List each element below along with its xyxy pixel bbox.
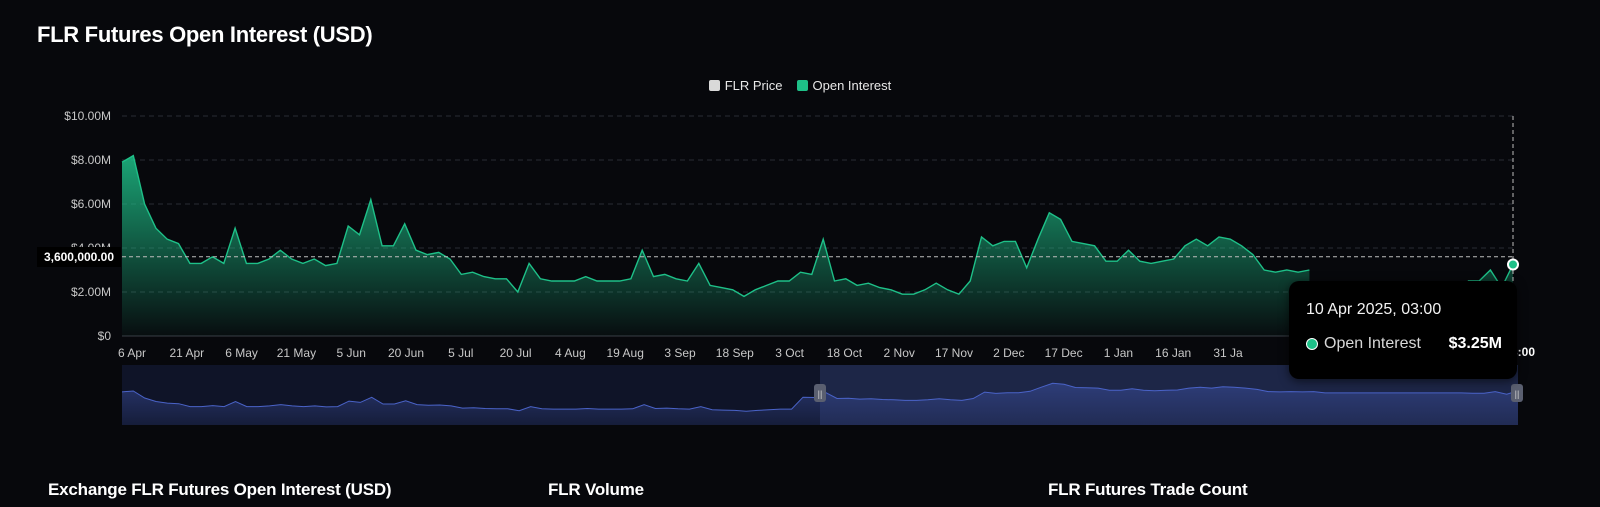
x-tick-label: 2 Nov bbox=[884, 346, 915, 360]
x-tick-label: 18 Oct bbox=[827, 346, 863, 360]
x-tick-label: 16 Jan bbox=[1155, 346, 1191, 360]
section-title-volume: FLR Volume bbox=[548, 480, 644, 499]
crosshair-y-label: 3,600,000.00 bbox=[44, 250, 114, 264]
section-title-exchange-oi: Exchange FLR Futures Open Interest (USD) bbox=[48, 480, 392, 499]
legend-swatch-price bbox=[708, 80, 720, 91]
y-axis: $0$2.00M$4.00M$6.00M$8.00M$10.00M bbox=[64, 109, 111, 343]
x-tick-label: 5 Jun bbox=[337, 346, 366, 360]
chart-title: FLR Futures Open Interest (USD) bbox=[37, 22, 373, 47]
x-tick-label: 5 Jul bbox=[448, 346, 473, 360]
y-tick-label: $6.00M bbox=[71, 197, 111, 211]
tooltip-series-dot bbox=[1306, 338, 1318, 350]
x-tick-label: 3 Oct bbox=[775, 346, 804, 360]
legend: FLR Price Open Interest bbox=[0, 78, 1600, 93]
legend-item-open-interest[interactable]: Open Interest bbox=[796, 78, 892, 93]
x-tick-label: 18 Sep bbox=[716, 346, 754, 360]
x-tick-label: 20 Jul bbox=[500, 346, 532, 360]
y-tick-label: $0 bbox=[98, 329, 112, 343]
navigator-handle-left[interactable] bbox=[814, 384, 826, 402]
legend-label-price: FLR Price bbox=[724, 78, 783, 93]
y-tick-label: $8.00M bbox=[71, 153, 111, 167]
x-tick-label: 17 Nov bbox=[935, 346, 973, 360]
x-tick-label: 6 Apr bbox=[118, 346, 146, 360]
tooltip-value: $3.25M bbox=[1448, 335, 1502, 352]
x-tick-label: 17 Dec bbox=[1045, 346, 1083, 360]
tooltip-date: 10 Apr 2025, 03:00 bbox=[1306, 301, 1442, 318]
x-tick-label: 6 May bbox=[225, 346, 258, 360]
x-tick-label: 2 Dec bbox=[993, 346, 1024, 360]
x-axis: 6 Apr 21 Apr 6 May 21 May 5 Jun 20 Jun 5 Jul 20… bbox=[118, 346, 1243, 360]
tooltip-row: Open Interest $3.25M bbox=[1306, 335, 1502, 353]
open-interest-area bbox=[122, 155, 1513, 336]
navigator-handle-right[interactable] bbox=[1511, 384, 1523, 402]
legend-swatch-open-interest bbox=[796, 80, 808, 91]
tooltip: 10 Apr 2025, 03:00 Open Interest $3.25M bbox=[1289, 281, 1517, 379]
hover-point[interactable] bbox=[1507, 258, 1519, 271]
y-tick-label: $10.00M bbox=[64, 109, 111, 123]
x-tick-label: 20 Jun bbox=[388, 346, 424, 360]
x-tick-label: 3 Sep bbox=[664, 346, 696, 360]
legend-item-price[interactable]: FLR Price bbox=[708, 78, 783, 93]
x-tick-label: 19 Aug bbox=[607, 346, 644, 360]
open-interest-chart[interactable]: $0$2.00M$4.00M$6.00M$8.00M$10.00M 6 Apr2… bbox=[0, 0, 1600, 440]
y-tick-label: $2.00M bbox=[71, 285, 111, 299]
tooltip-series-label: Open Interest bbox=[1324, 335, 1421, 352]
crosshair-y-label-box bbox=[37, 247, 121, 267]
x-tick-label: 21 May bbox=[277, 346, 316, 360]
x-tick-label: 31 Ja bbox=[1213, 346, 1243, 360]
section-title-trade-count: FLR Futures Trade Count bbox=[1048, 480, 1248, 499]
legend-label-open-interest: Open Interest bbox=[812, 78, 892, 93]
navigator-area bbox=[122, 383, 1518, 425]
grip-icon: || bbox=[1515, 389, 1520, 399]
x-tick-label: 1 Jan bbox=[1104, 346, 1133, 360]
x-tick-label: 4 Aug bbox=[555, 346, 586, 360]
x-tick-label: 21 Apr bbox=[169, 346, 204, 360]
grip-icon: || bbox=[818, 389, 823, 399]
